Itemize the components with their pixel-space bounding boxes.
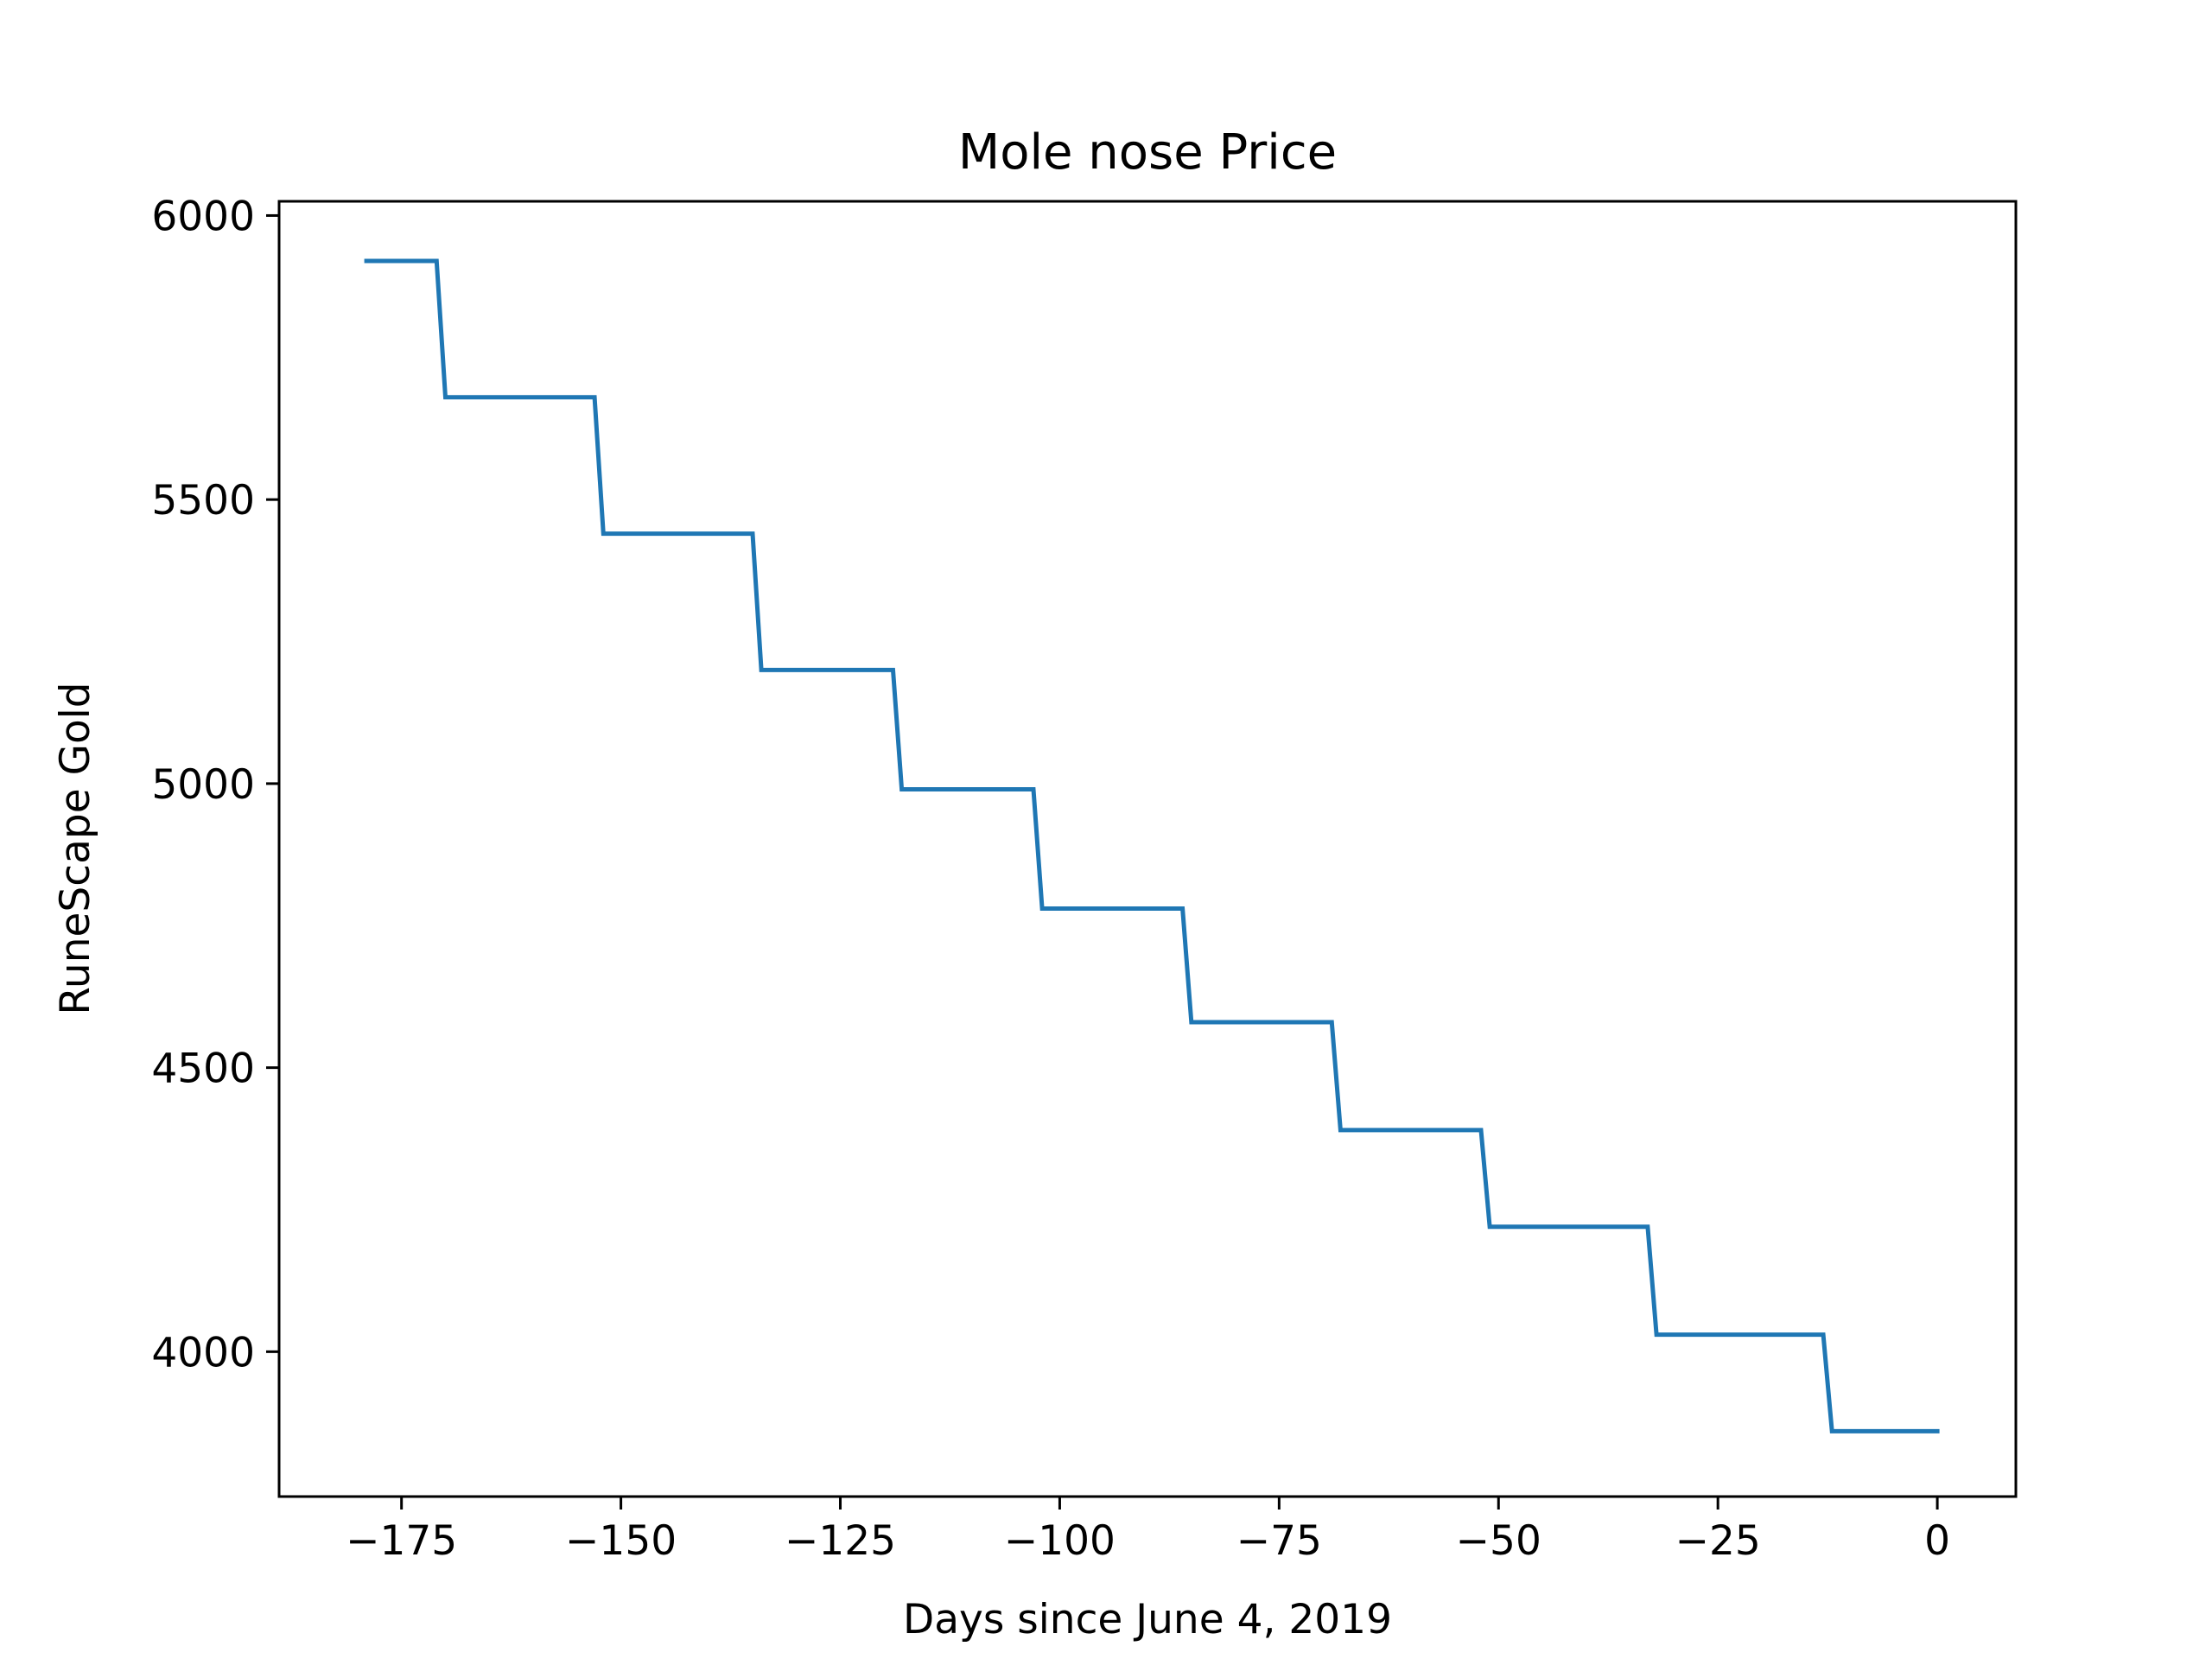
- y-tick-label: 5500: [151, 477, 255, 524]
- x-tick-label: −50: [1456, 1517, 1541, 1565]
- x-tick-label: −75: [1236, 1517, 1322, 1565]
- x-tick-label: −25: [1675, 1517, 1761, 1565]
- y-tick-label: 6000: [151, 193, 255, 240]
- y-tick-label: 5000: [151, 761, 255, 809]
- x-tick-label: −100: [1004, 1517, 1116, 1565]
- chart-title: Mole nose Price: [958, 124, 1337, 181]
- y-tick-label: 4500: [151, 1046, 255, 1093]
- x-tick-label: 0: [1924, 1517, 1950, 1565]
- y-axis-label: RuneScape Gold: [52, 682, 99, 1014]
- y-tick-label: 4000: [151, 1329, 255, 1376]
- x-axis-label: Days since June 4, 2019: [903, 1596, 1392, 1643]
- x-tick-label: −125: [785, 1517, 896, 1565]
- x-tick-label: −175: [346, 1517, 457, 1565]
- x-tick-label: −150: [565, 1517, 677, 1565]
